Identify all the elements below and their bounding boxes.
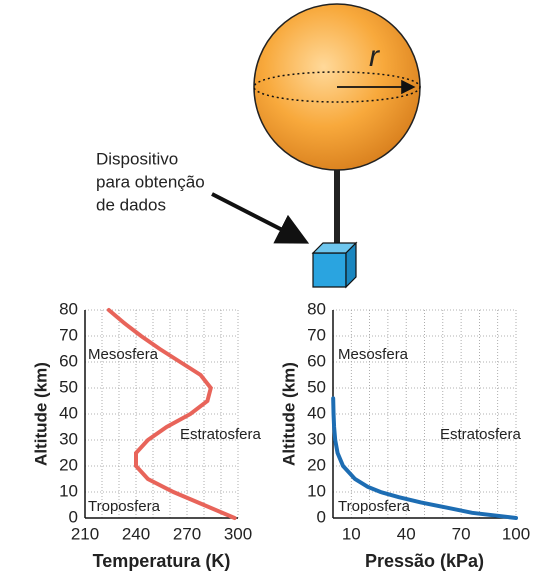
y-tick-label: 30 <box>59 429 78 448</box>
y-tick-label: 40 <box>307 403 326 422</box>
y-tick-label: 0 <box>69 507 78 526</box>
y-tick-label: 0 <box>317 507 326 526</box>
x-tick-label: 270 <box>173 524 201 543</box>
layer-label: Estratosfera <box>180 426 262 443</box>
y-tick-label: 40 <box>59 403 78 422</box>
y-tick-label: 50 <box>307 377 326 396</box>
layer-label: Troposfera <box>338 498 411 515</box>
device-label: para obtenção <box>96 172 205 191</box>
y-tick-label: 20 <box>59 455 78 474</box>
x-tick-label: 10 <box>342 524 361 543</box>
y-tick-label: 70 <box>307 325 326 344</box>
data-line <box>106 308 237 520</box>
y-tick-label: 60 <box>307 351 326 370</box>
y-tick-label: 10 <box>307 481 326 500</box>
x-tick-label: 210 <box>71 524 99 543</box>
pointer-arrow <box>211 192 310 244</box>
y-tick-label: 10 <box>59 481 78 500</box>
y-tick-label: 70 <box>59 325 78 344</box>
x-axis-label: Pressão (kPa) <box>365 551 484 571</box>
y-tick-label: 80 <box>307 299 326 318</box>
x-tick-label: 70 <box>452 524 471 543</box>
x-axis-label: Temperatura (K) <box>93 551 231 571</box>
y-tick-label: 60 <box>59 351 78 370</box>
y-axis-label: Altitude (km) <box>279 362 298 466</box>
x-tick-label: 240 <box>122 524 150 543</box>
device-label: Dispositivo <box>96 149 178 168</box>
y-tick-label: 80 <box>59 299 78 318</box>
layer-label: Mesosfera <box>88 346 159 363</box>
layer-label: Troposfera <box>88 498 161 515</box>
layer-label: Mesosfera <box>338 346 409 363</box>
y-tick-label: 30 <box>307 429 326 448</box>
balloon: r <box>253 3 421 244</box>
y-tick-label: 20 <box>307 455 326 474</box>
x-tick-label: 40 <box>397 524 416 543</box>
y-tick-label: 50 <box>59 377 78 396</box>
radius-label: r <box>369 40 380 73</box>
x-tick-label: 100 <box>502 524 530 543</box>
layer-label: Estratosfera <box>440 426 522 443</box>
data-line <box>331 396 518 520</box>
device-label: de dados <box>96 195 166 214</box>
y-axis-label: Altitude (km) <box>31 362 50 466</box>
device <box>311 241 358 289</box>
x-tick-label: 300 <box>224 524 252 543</box>
